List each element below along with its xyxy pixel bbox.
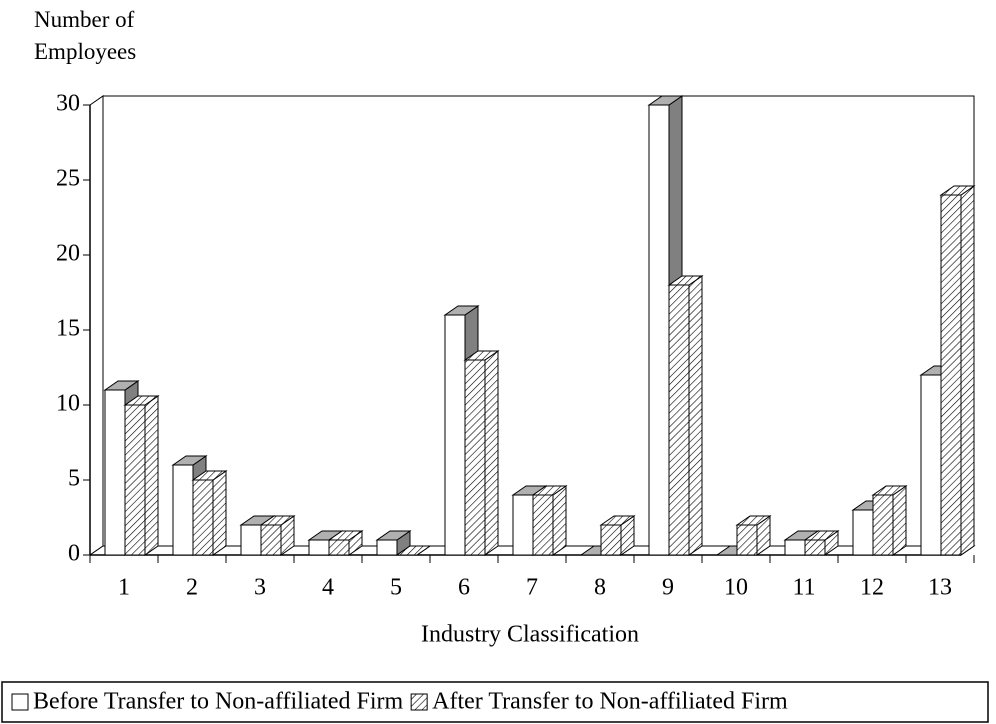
bar bbox=[192, 479, 214, 556]
bar bbox=[736, 524, 758, 556]
y-axis-label: Number of Employees bbox=[34, 7, 137, 64]
bar bbox=[804, 539, 826, 556]
x-tick-label: 9 bbox=[662, 575, 674, 601]
back-wall bbox=[102, 95, 975, 547]
bar bbox=[648, 104, 670, 556]
legend-swatch bbox=[11, 693, 29, 711]
x-tick-label: 8 bbox=[594, 575, 606, 601]
y-tick-label: 15 bbox=[56, 316, 80, 342]
x-tick-label: 1 bbox=[118, 575, 130, 601]
bar-top bbox=[395, 545, 432, 556]
bar bbox=[940, 194, 962, 556]
bar-side bbox=[892, 485, 907, 556]
x-tick-label: 5 bbox=[390, 575, 402, 601]
bar bbox=[784, 539, 806, 556]
x-tick-label: 6 bbox=[458, 575, 470, 601]
x-tick-label: 10 bbox=[724, 575, 748, 601]
x-tick-label: 2 bbox=[186, 575, 198, 601]
bar bbox=[600, 524, 622, 556]
bar-side bbox=[212, 470, 227, 556]
bar-side bbox=[688, 275, 703, 556]
x-tick-label: 12 bbox=[860, 575, 884, 601]
bar bbox=[240, 524, 262, 556]
bar bbox=[444, 314, 466, 556]
x-tick-label: 3 bbox=[254, 575, 266, 601]
bar-side bbox=[960, 185, 975, 556]
bar bbox=[104, 389, 126, 556]
bar bbox=[172, 464, 194, 556]
bar bbox=[668, 284, 690, 556]
y-tick-label: 0 bbox=[68, 541, 80, 567]
y-tick-label: 5 bbox=[68, 466, 80, 492]
bar-side bbox=[484, 350, 499, 556]
x-tick-label: 4 bbox=[322, 575, 334, 601]
y-tick-label: 25 bbox=[56, 166, 80, 192]
bar-side bbox=[144, 395, 159, 556]
x-tick-label: 7 bbox=[526, 575, 538, 601]
legend-swatch bbox=[410, 693, 428, 711]
bar bbox=[464, 359, 486, 556]
bar bbox=[260, 524, 282, 556]
bar bbox=[872, 494, 894, 556]
x-axis-label: Industry Classification bbox=[421, 622, 639, 648]
y-tick-label: 30 bbox=[56, 91, 80, 117]
bar bbox=[532, 494, 554, 556]
legend-box bbox=[1, 681, 989, 723]
bar bbox=[376, 539, 398, 556]
legend-label: Before Transfer to Non-affiliated Firm bbox=[33, 689, 403, 715]
x-tick-label: 13 bbox=[928, 575, 952, 601]
bar bbox=[328, 539, 350, 556]
bar bbox=[512, 494, 534, 556]
y-tick-label: 20 bbox=[56, 241, 80, 267]
bar bbox=[852, 509, 874, 556]
x-tick-label: 11 bbox=[792, 575, 815, 601]
y-tick-label: 10 bbox=[56, 391, 80, 417]
bar-side bbox=[552, 485, 567, 556]
bar bbox=[920, 374, 942, 556]
bar bbox=[124, 404, 146, 556]
side-wall bbox=[89, 95, 104, 556]
legend-label: After Transfer to Non-affiliated Firm bbox=[432, 689, 788, 715]
bar bbox=[308, 539, 330, 556]
